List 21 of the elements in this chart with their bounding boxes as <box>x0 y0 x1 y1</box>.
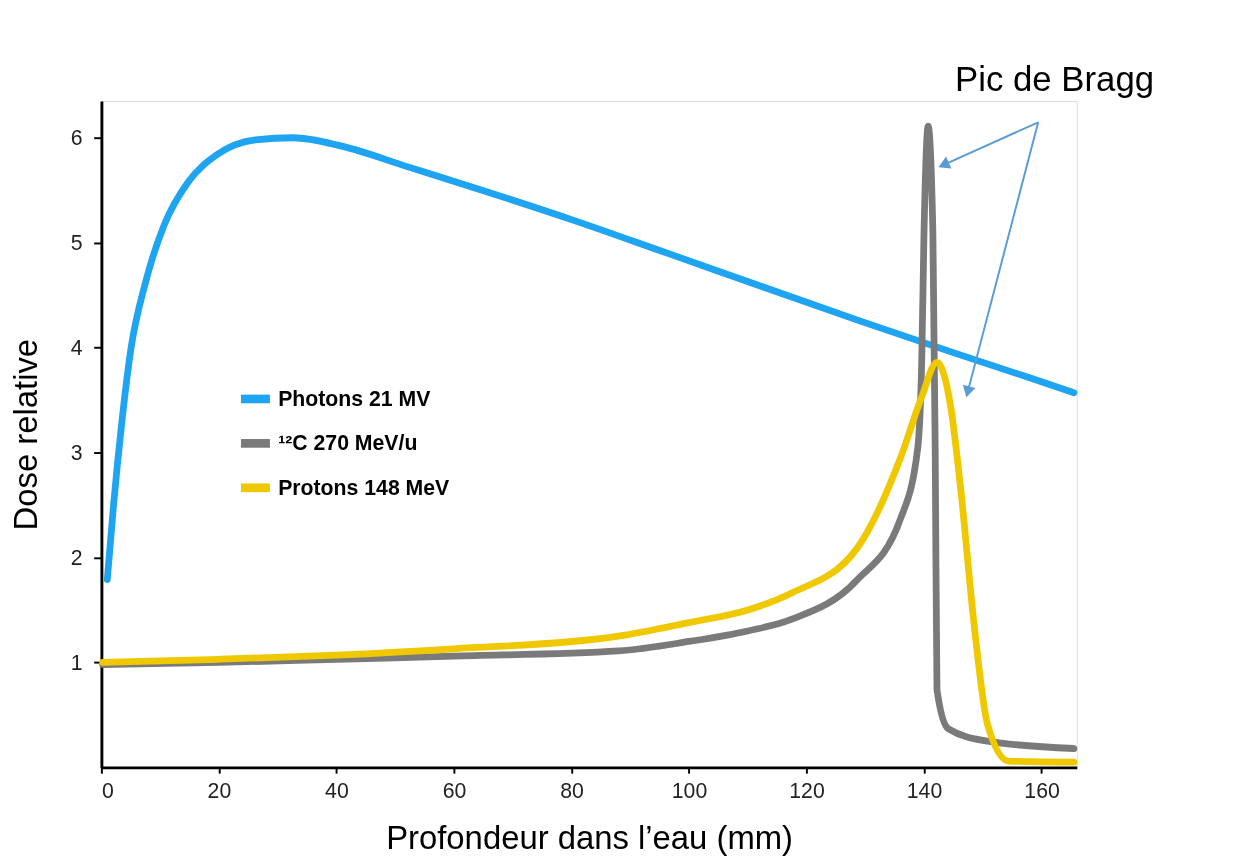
legend-label: Photons 21 MV <box>278 386 432 411</box>
x-tick-label: 100 <box>671 778 708 803</box>
y-tick-label: 2 <box>70 545 83 570</box>
y-axis-title: Dose relative <box>6 338 44 531</box>
y-tick-label: 4 <box>70 335 83 360</box>
legend-label: Protons 148 MeV <box>278 475 451 500</box>
x-axis-title: Profondeur dans l’eau (mm) <box>386 819 794 856</box>
y-tick-label: 1 <box>70 650 83 675</box>
annotation: Pic de Bragg <box>955 60 1155 99</box>
y-tick-label: 6 <box>70 125 83 150</box>
x-tick-label: 120 <box>789 778 825 803</box>
y-tick-label: 3 <box>70 440 83 465</box>
legend-label: ¹²C 270 MeV/u <box>278 431 418 456</box>
x-tick-label: 40 <box>325 778 349 803</box>
x-tick-label: 80 <box>560 778 584 803</box>
x-tick-label: 60 <box>442 778 467 803</box>
x-tick-label: 0 <box>101 778 114 803</box>
x-tick-label: 140 <box>906 778 943 803</box>
y-tick-label: 5 <box>70 230 83 255</box>
x-tick-label: 160 <box>1024 778 1060 803</box>
x-tick-label: 20 <box>207 778 232 803</box>
